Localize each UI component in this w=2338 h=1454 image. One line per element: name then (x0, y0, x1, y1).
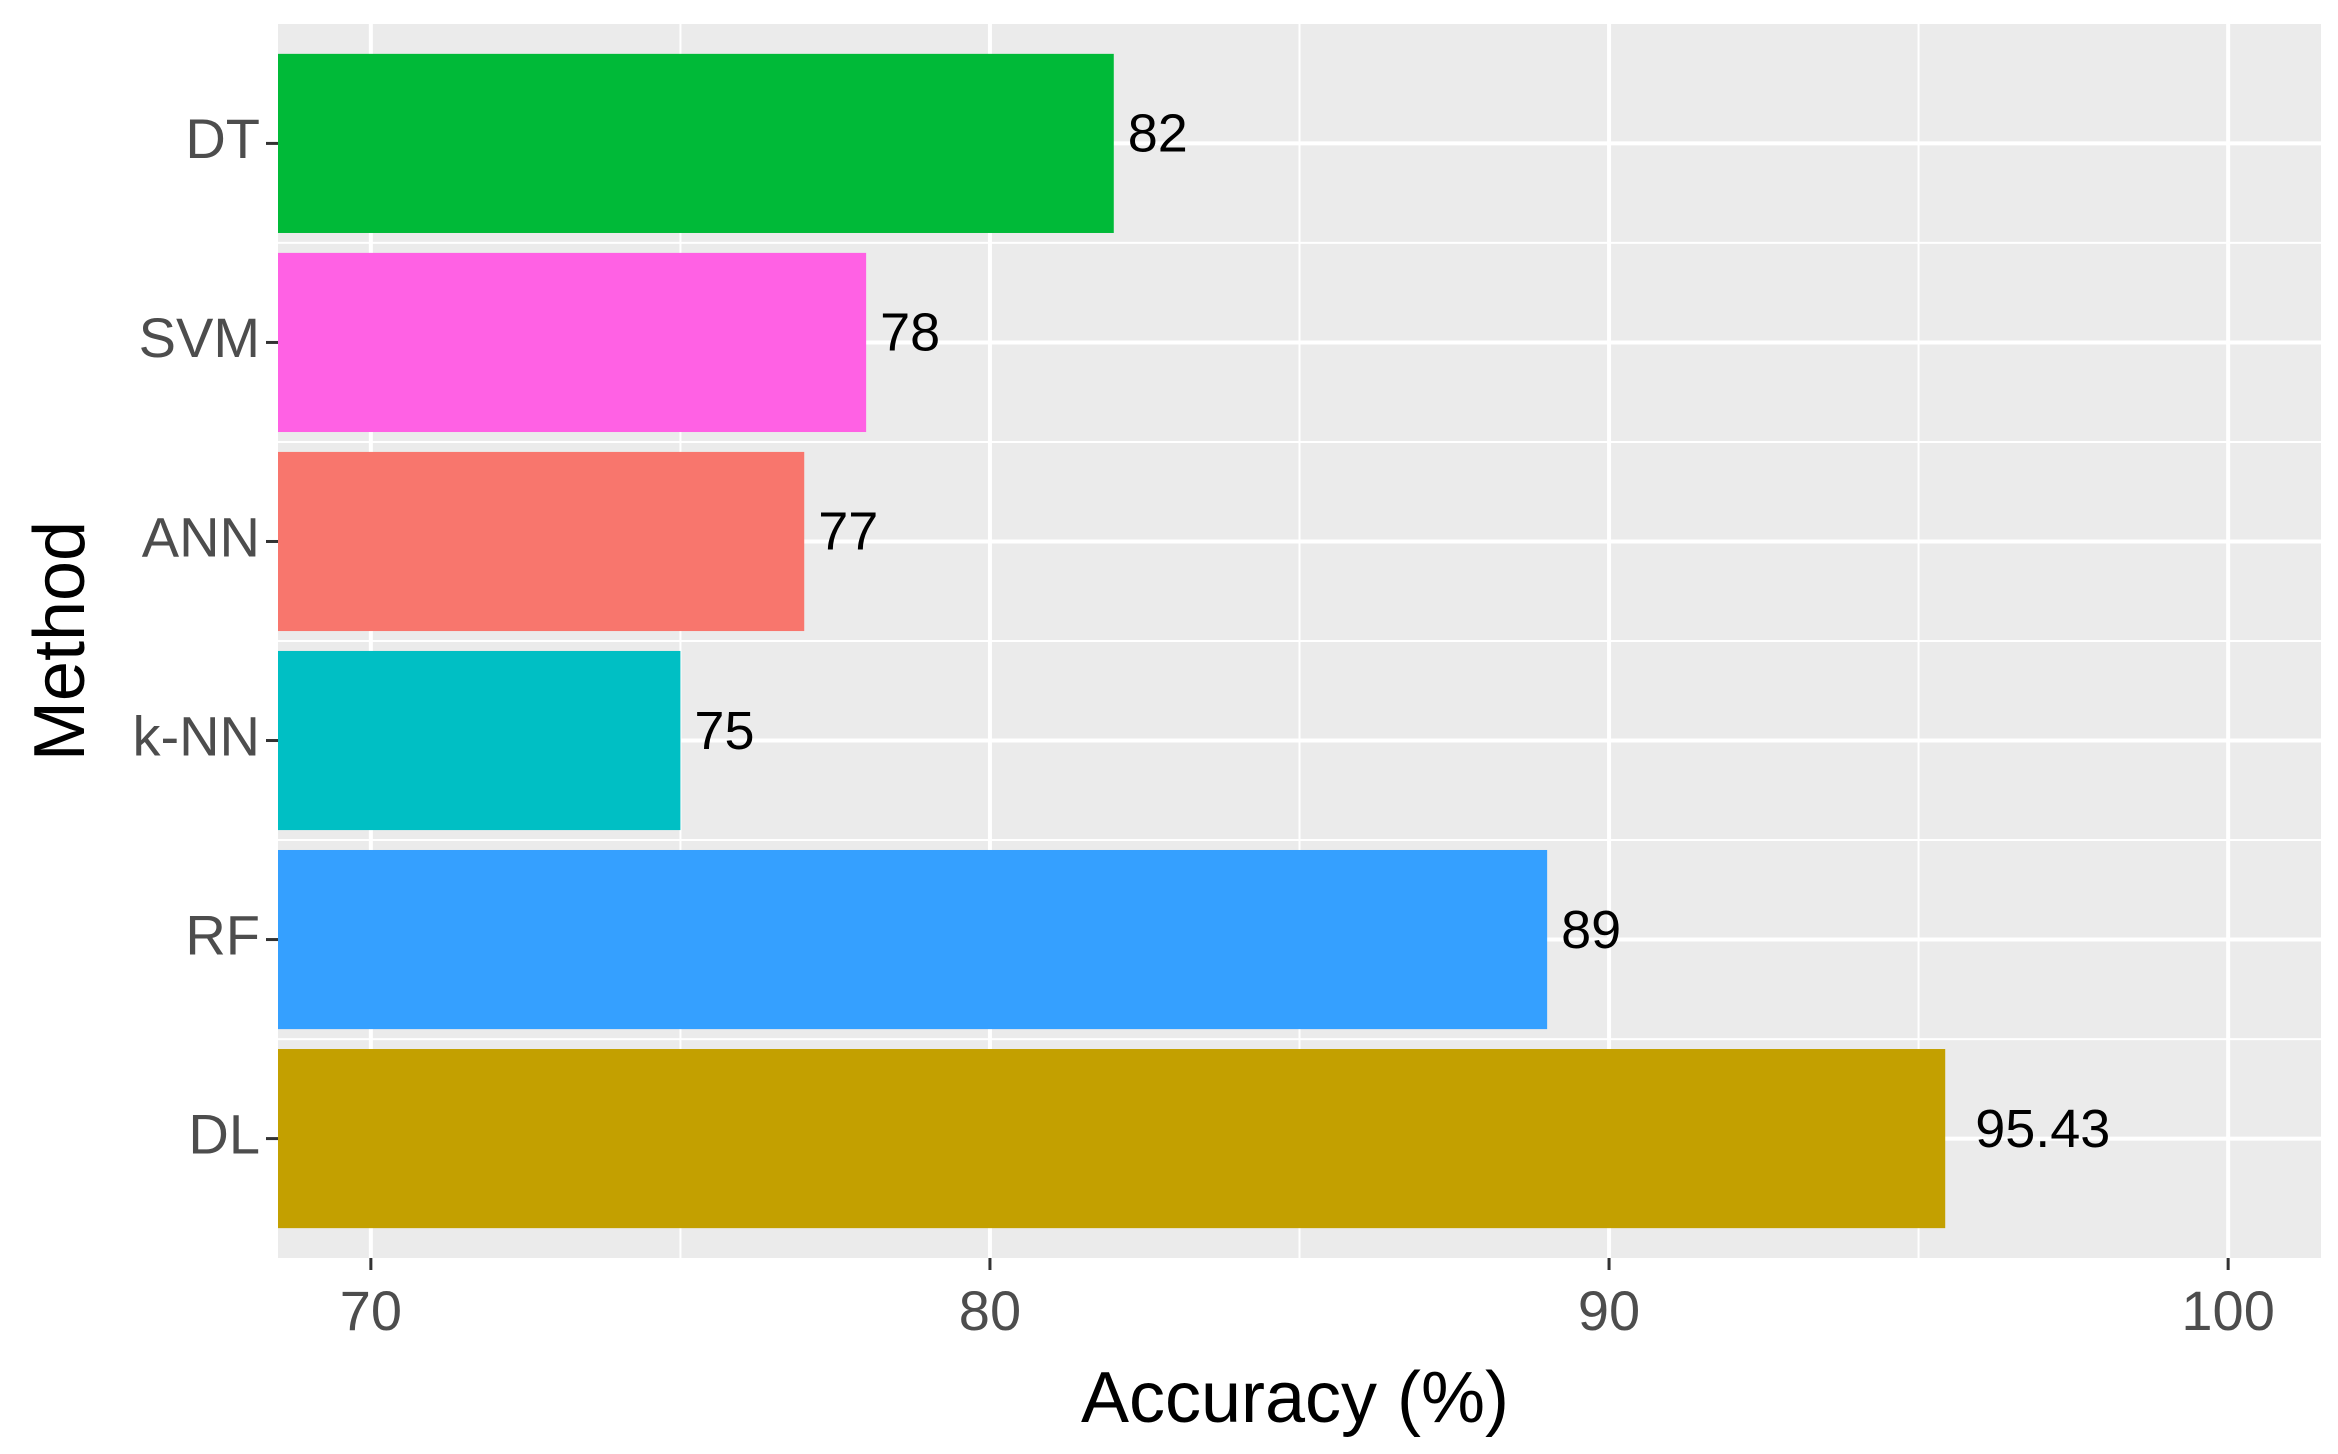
y-tick-label-rf: RF (185, 903, 260, 966)
y-tick-label-k-nn: k-NN (132, 704, 260, 767)
y-axis: DT SVM ANN k-NN RF DL (132, 107, 278, 1165)
x-tick-label: 70 (340, 1279, 402, 1342)
data-label-svm: 78 (880, 303, 940, 363)
data-labels: 82 78 77 75 89 95.43 (694, 104, 2110, 1159)
y-tick-label-dl: DL (188, 1102, 260, 1165)
data-label-dl: 95.43 (1975, 1099, 2110, 1159)
bar-ann (278, 451, 805, 632)
minor-gridlines (278, 24, 2321, 1258)
x-axis-title: Accuracy (%) (1081, 1358, 1509, 1438)
data-label-rf: 89 (1561, 900, 1621, 960)
y-tick-label-ann: ANN (142, 505, 260, 568)
bar-rf (278, 849, 1548, 1030)
bar-dt (278, 53, 1114, 233)
y-tick-label-svm: SVM (139, 306, 260, 369)
x-axis: 70 80 90 100 (340, 1258, 2275, 1342)
x-tick-label: 100 (2181, 1279, 2274, 1342)
bars (278, 53, 1946, 1229)
bar-k-nn (278, 650, 681, 831)
data-label-dt: 82 (1128, 104, 1188, 164)
data-label-k-nn: 75 (694, 701, 754, 761)
data-label-ann: 77 (818, 502, 878, 562)
x-tick-label: 90 (1578, 1279, 1640, 1342)
bar-dl (278, 1049, 1946, 1229)
y-axis-title: Method (20, 521, 100, 761)
y-tick-label-dt: DT (185, 107, 260, 170)
x-tick-label: 80 (959, 1279, 1021, 1342)
bar-svm (278, 252, 867, 433)
